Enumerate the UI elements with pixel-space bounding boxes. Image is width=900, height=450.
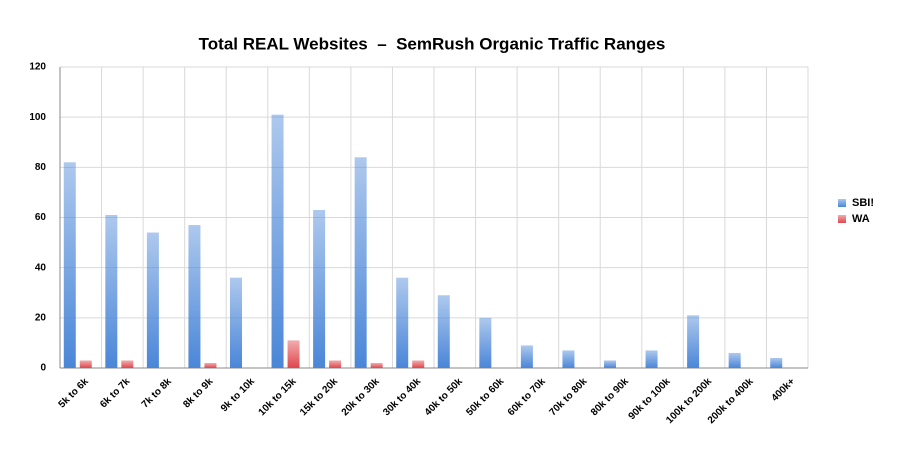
- x-tick-label: 7k to 8k: [140, 376, 174, 410]
- bar: [479, 317, 492, 368]
- bar: [271, 114, 284, 369]
- x-tick-label: 20k to 30k: [340, 376, 382, 418]
- x-tick-label: 30k to 40k: [381, 376, 423, 418]
- x-tick-label: 90k to 100k: [627, 376, 673, 422]
- legend-swatch: [838, 215, 846, 223]
- x-tick-label: 80k to 90k: [589, 376, 631, 418]
- bar: [687, 315, 700, 368]
- y-tick-label: 120: [29, 62, 46, 73]
- bar: [437, 295, 450, 368]
- chart-title: Total REAL Websites – SemRush Organic Tr…: [199, 34, 666, 53]
- x-tick-label: 8k to 9k: [181, 376, 215, 410]
- bar: [230, 277, 242, 368]
- bar: [313, 209, 326, 368]
- bar: [121, 360, 134, 368]
- x-tick-label: 70k to 80k: [547, 376, 589, 418]
- bar: [370, 362, 383, 368]
- x-tick-label: 10k to 15k: [257, 376, 299, 418]
- bar: [287, 340, 300, 368]
- x-tick-label: 9k to 10k: [219, 376, 257, 414]
- legend-label: SBI!: [852, 197, 874, 209]
- y-tick-label: 40: [35, 262, 47, 273]
- bar: [354, 157, 367, 368]
- y-tick-label: 0: [40, 363, 46, 374]
- y-tick-label: 60: [35, 212, 47, 223]
- legend-label: WA: [852, 213, 870, 225]
- y-tick-label: 100: [29, 112, 46, 123]
- bar: [105, 214, 118, 368]
- x-tick-label: 5k to 6k: [57, 376, 91, 410]
- bar: [188, 225, 201, 368]
- x-tick-label: 400k+: [770, 376, 798, 404]
- bar: [412, 360, 425, 368]
- x-tick-label: 6k to 7k: [98, 376, 132, 410]
- x-tick-label: 60k to 70k: [506, 376, 548, 418]
- bar: [604, 360, 616, 368]
- bar: [645, 350, 658, 368]
- bar: [329, 360, 342, 368]
- y-tick-label: 80: [35, 162, 47, 173]
- bar: [63, 162, 76, 368]
- bar: [79, 360, 92, 368]
- bar: [146, 232, 159, 368]
- bar: [520, 345, 533, 368]
- bar: [396, 277, 409, 368]
- bar: [204, 362, 217, 368]
- y-tick-label: 20: [35, 312, 47, 323]
- legend-swatch: [838, 199, 846, 207]
- x-tick-label: 15k to 20k: [298, 376, 340, 418]
- bar: [770, 357, 783, 368]
- x-tick-label: 50k to 60k: [464, 376, 506, 418]
- x-tick-label: 40k to 50k: [423, 376, 465, 418]
- bar: [562, 350, 575, 368]
- bar: [728, 352, 741, 368]
